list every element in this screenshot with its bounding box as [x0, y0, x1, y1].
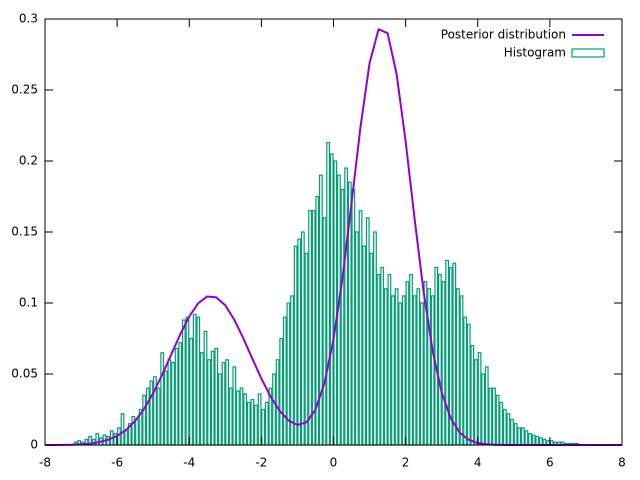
y-tick-label: 0.15	[11, 225, 38, 239]
x-tick-label: 8	[618, 456, 626, 470]
legend-label: Histogram	[504, 46, 566, 60]
x-tick-label: -2	[255, 456, 267, 470]
legend-label: Posterior distribution	[441, 28, 566, 42]
x-tick-label: 0	[330, 456, 338, 470]
x-tick-label: 6	[546, 456, 554, 470]
x-tick-label: -4	[183, 456, 195, 470]
y-tick-label: 0.3	[19, 12, 38, 26]
y-tick-label: 0.25	[11, 83, 38, 97]
x-tick-label: 2	[402, 456, 410, 470]
y-tick-label: 0.1	[19, 296, 38, 310]
y-tick-label: 0.2	[19, 154, 38, 168]
legend-swatch	[571, 48, 605, 58]
y-tick-label: 0.05	[11, 367, 38, 381]
x-tick-label: 4	[474, 456, 482, 470]
x-tick-label: -8	[39, 456, 51, 470]
y-tick-label: 0	[30, 438, 38, 452]
x-tick-label: -6	[111, 456, 123, 470]
